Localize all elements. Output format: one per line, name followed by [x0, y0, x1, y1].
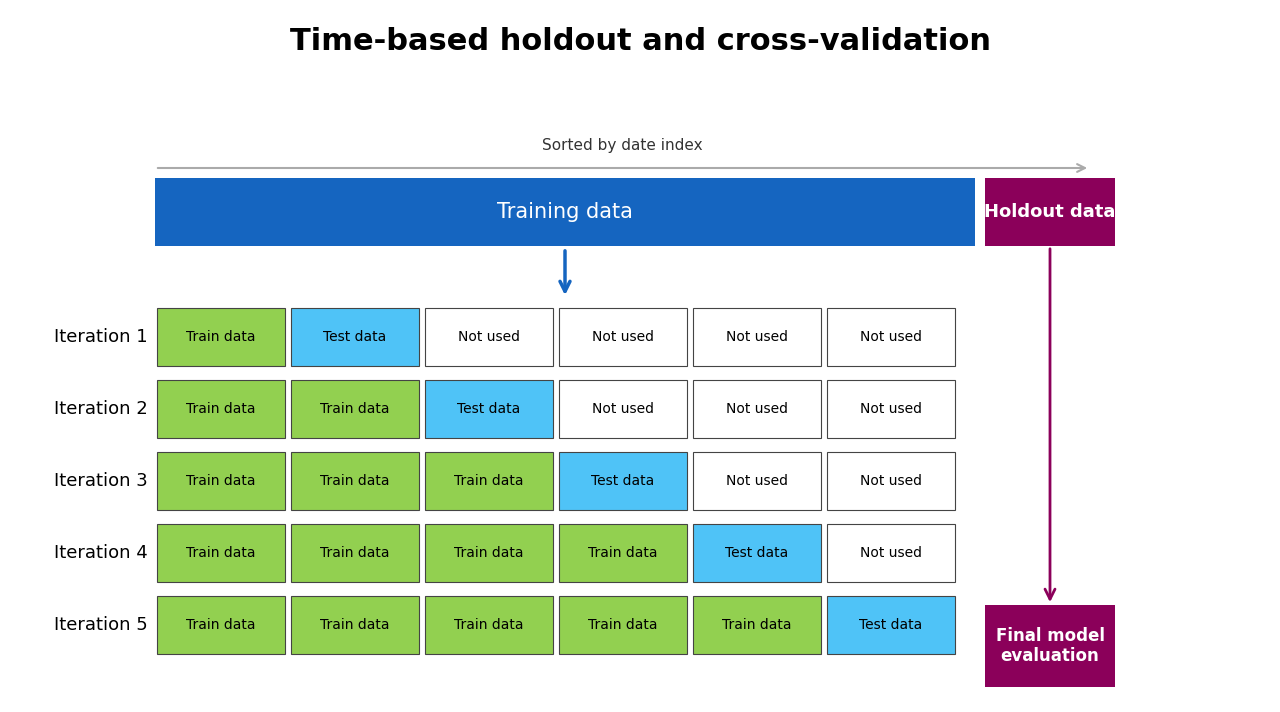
- Bar: [425, 308, 553, 366]
- Bar: [692, 524, 820, 582]
- Text: Final model
evaluation: Final model evaluation: [996, 627, 1105, 666]
- Bar: [291, 524, 419, 582]
- Bar: [157, 452, 285, 510]
- Bar: [559, 452, 687, 510]
- Text: Iteration 5: Iteration 5: [54, 616, 148, 634]
- Bar: [827, 308, 955, 366]
- Text: Train data: Train data: [320, 402, 389, 416]
- Text: Time-based holdout and cross-validation: Time-based holdout and cross-validation: [289, 28, 991, 56]
- Text: Not used: Not used: [458, 330, 520, 344]
- Text: Train data: Train data: [589, 546, 658, 560]
- Bar: [157, 380, 285, 438]
- Bar: [559, 524, 687, 582]
- Bar: [157, 524, 285, 582]
- Bar: [827, 596, 955, 654]
- Text: Holdout data: Holdout data: [984, 203, 1116, 221]
- Text: Not used: Not used: [591, 330, 654, 344]
- Text: Not used: Not used: [860, 402, 922, 416]
- Bar: [425, 524, 553, 582]
- Text: Not used: Not used: [860, 546, 922, 560]
- Text: Sorted by date index: Sorted by date index: [541, 138, 703, 153]
- Bar: [425, 380, 553, 438]
- Text: Train data: Train data: [187, 618, 256, 632]
- Text: Iteration 4: Iteration 4: [54, 544, 148, 562]
- Text: Not used: Not used: [726, 330, 788, 344]
- Bar: [692, 380, 820, 438]
- Bar: [425, 452, 553, 510]
- Text: Train data: Train data: [454, 546, 524, 560]
- Text: Not used: Not used: [591, 402, 654, 416]
- Bar: [291, 308, 419, 366]
- Text: Not used: Not used: [726, 402, 788, 416]
- Bar: [692, 308, 820, 366]
- Text: Test data: Test data: [457, 402, 521, 416]
- Text: Not used: Not used: [860, 330, 922, 344]
- Bar: [692, 596, 820, 654]
- Bar: [827, 380, 955, 438]
- Text: Train data: Train data: [320, 618, 389, 632]
- Bar: [157, 308, 285, 366]
- Bar: [425, 596, 553, 654]
- Text: Train data: Train data: [722, 618, 792, 632]
- Text: Train data: Train data: [187, 546, 256, 560]
- Text: Iteration 1: Iteration 1: [54, 328, 148, 346]
- Text: Not used: Not used: [860, 474, 922, 488]
- Bar: [827, 452, 955, 510]
- Text: Train data: Train data: [589, 618, 658, 632]
- Bar: [692, 452, 820, 510]
- Bar: [155, 178, 975, 246]
- Bar: [986, 605, 1115, 687]
- Text: Test data: Test data: [324, 330, 387, 344]
- Bar: [559, 308, 687, 366]
- Bar: [291, 380, 419, 438]
- Text: Iteration 2: Iteration 2: [54, 400, 148, 418]
- Bar: [559, 380, 687, 438]
- Bar: [986, 178, 1115, 246]
- Text: Test data: Test data: [591, 474, 654, 488]
- Text: Train data: Train data: [187, 330, 256, 344]
- Bar: [157, 596, 285, 654]
- Text: Train data: Train data: [320, 474, 389, 488]
- Bar: [291, 596, 419, 654]
- Text: Test data: Test data: [859, 618, 923, 632]
- Text: Train data: Train data: [454, 474, 524, 488]
- Text: Train data: Train data: [187, 402, 256, 416]
- Text: Iteration 3: Iteration 3: [54, 472, 148, 490]
- Text: Training data: Training data: [497, 202, 632, 222]
- Text: Train data: Train data: [320, 546, 389, 560]
- Text: Train data: Train data: [454, 618, 524, 632]
- Text: Test data: Test data: [726, 546, 788, 560]
- Bar: [291, 452, 419, 510]
- Text: Train data: Train data: [187, 474, 256, 488]
- Bar: [827, 524, 955, 582]
- Text: Not used: Not used: [726, 474, 788, 488]
- Bar: [559, 596, 687, 654]
